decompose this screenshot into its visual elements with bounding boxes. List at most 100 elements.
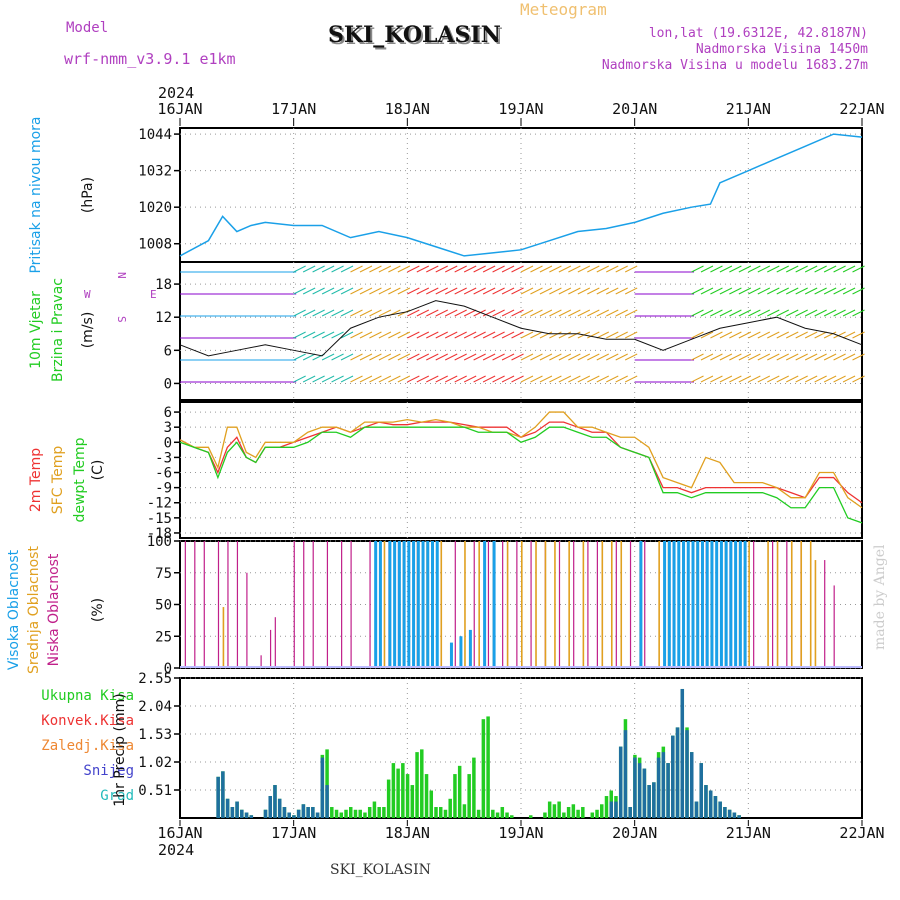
wind-arrow xyxy=(823,265,837,273)
wind-arrow xyxy=(321,353,335,361)
wind-arrow xyxy=(776,331,789,339)
wind-arrow xyxy=(416,331,430,339)
wind-arrow xyxy=(748,265,761,273)
temp-ytick-label: -12 xyxy=(147,496,172,512)
wind-arrow xyxy=(549,375,562,383)
x-tick-label-bottom: 22JAN xyxy=(839,824,884,842)
wind-arrow xyxy=(606,353,619,361)
precip-bar-snow xyxy=(268,796,272,818)
wind-arrow xyxy=(359,265,373,273)
precip-bar-snow xyxy=(708,790,713,818)
cloud-bar-low xyxy=(502,541,504,668)
cloud-ytick-label: 0 xyxy=(164,661,172,677)
cloud-bar-high xyxy=(724,541,728,668)
wind-arrow xyxy=(397,331,411,339)
cloud-bar-high xyxy=(483,541,487,668)
wind-arrow xyxy=(501,287,515,295)
wind-arrow xyxy=(852,353,865,361)
cloud-bar-mid xyxy=(767,541,769,668)
pressure-ytick-label: 1044 xyxy=(138,127,172,143)
wind-arrow xyxy=(539,287,553,295)
wind-arrow xyxy=(444,287,458,295)
cloud-bar-high xyxy=(639,541,643,668)
wind-arrow xyxy=(416,309,430,317)
precip-bar-snow xyxy=(311,807,315,818)
wind-arrow xyxy=(340,331,354,339)
wind-arrow xyxy=(407,309,420,317)
wind-arrow xyxy=(482,287,496,295)
cloud-bar-low xyxy=(753,541,755,668)
precip-bar-snow xyxy=(301,804,306,818)
precip-bar-snow xyxy=(628,807,632,818)
precip-bar-snow xyxy=(704,785,708,818)
cloud-series-label-0: Visoka Oblacnost xyxy=(6,549,22,670)
wind-arrow xyxy=(833,287,846,295)
precip-bar-total xyxy=(562,812,566,818)
wind-arrow xyxy=(700,265,714,273)
cloud-bar-low xyxy=(246,572,248,668)
wind-ytick-label: 0 xyxy=(164,376,172,392)
wind-arrow xyxy=(416,265,430,273)
wind-arrow xyxy=(350,331,363,339)
cloud-bar-low xyxy=(293,541,295,668)
precip-bar-snow xyxy=(325,785,329,818)
precip-bar-snow xyxy=(296,809,301,818)
wind-arrow xyxy=(748,331,761,339)
wind-arrow xyxy=(587,353,600,361)
precip-bar-snow xyxy=(306,807,310,818)
wind-arrow xyxy=(719,287,733,295)
wind-arrow xyxy=(331,375,344,383)
wind-arrow xyxy=(710,287,723,295)
precip-bar-total xyxy=(571,804,576,818)
cloud-bar-high xyxy=(374,541,378,668)
wind-arrow xyxy=(596,309,610,317)
wind-arrow xyxy=(729,375,742,383)
model-name: wrf-nmm_v3.9.1 e1km xyxy=(64,50,236,68)
wind-arrow xyxy=(444,375,458,383)
wind-arrow xyxy=(700,375,714,383)
wind-arrow xyxy=(454,265,467,273)
wind-arrow xyxy=(340,309,354,317)
elevation-label: Nadmorska Visina 1450m xyxy=(695,42,868,57)
wind-arrow xyxy=(501,331,515,339)
precip-bar-total xyxy=(344,809,348,818)
wind-arrow xyxy=(444,331,458,339)
wind-arrow xyxy=(397,287,411,295)
wind-arrow xyxy=(577,353,591,361)
wind-arrow xyxy=(757,309,771,317)
x-tick-label-bottom: 16JAN xyxy=(157,824,202,842)
precip-legend-2: Zaledj.Kisa xyxy=(41,738,134,754)
wind-arrow xyxy=(321,375,335,383)
precip-bar-total xyxy=(429,790,434,818)
wind-arrow xyxy=(615,353,628,361)
wind-arrow xyxy=(511,331,524,339)
wind-arrow xyxy=(539,331,553,339)
precip-bar-snow xyxy=(273,785,277,818)
wind-arrow xyxy=(520,353,534,361)
cloud-bar-low xyxy=(260,655,262,668)
precip-bar-total xyxy=(438,807,443,818)
wind-arrow xyxy=(795,287,808,295)
wind-arrow xyxy=(833,309,846,317)
wind-arrow xyxy=(463,353,477,361)
wind-arrow xyxy=(463,309,477,317)
cloud-bar-low xyxy=(350,541,352,668)
precip-bar-total xyxy=(462,804,467,818)
cloud-bar-high xyxy=(691,541,695,668)
wind-arrow xyxy=(767,375,780,383)
precip-bar-snow xyxy=(680,688,685,818)
precip-bar-total xyxy=(495,812,500,818)
cloud-ytick-label: 100 xyxy=(147,534,172,550)
cloud-bar-mid xyxy=(440,541,443,668)
precip-bar-total xyxy=(334,809,339,818)
wind-arrow xyxy=(302,331,316,339)
pressure-line xyxy=(179,133,863,257)
cloud-bar-mid xyxy=(658,541,660,668)
wind-arrow xyxy=(293,353,306,361)
precip-bar-snow xyxy=(221,771,225,818)
wind-arrow xyxy=(785,309,799,317)
meteogram-label: Meteogram xyxy=(520,0,607,19)
wind-arrow xyxy=(587,375,600,383)
precip-bar-snow xyxy=(713,796,718,818)
